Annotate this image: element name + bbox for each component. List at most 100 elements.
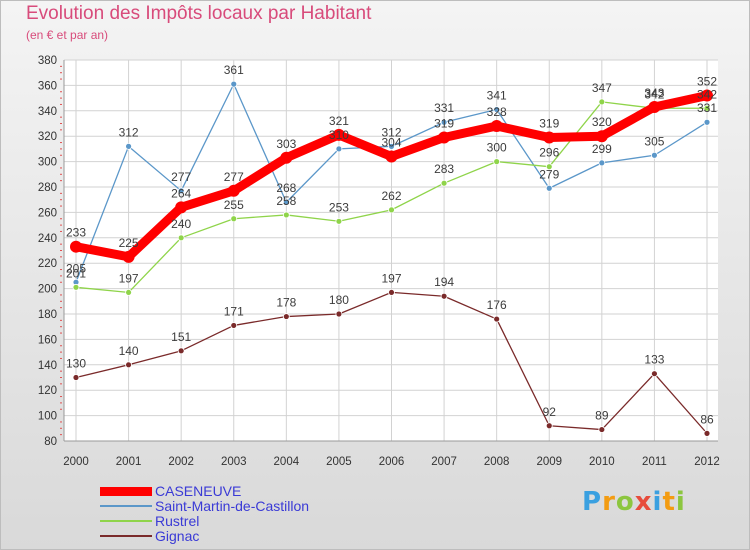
data-point [125,142,132,150]
data-point [388,289,395,296]
data-point [703,118,711,126]
data-point [332,128,345,141]
data-point [438,131,451,144]
data-point [385,150,398,163]
data-point [230,215,238,223]
data-point [440,179,448,187]
data-point [122,250,135,263]
data-point [230,80,238,88]
data-point [388,206,395,214]
data-label: 331 [697,101,717,115]
data-point [543,131,556,144]
x-tick-label: 2007 [431,456,457,468]
data-label: 347 [592,81,612,95]
data-point [598,159,606,167]
data-label: 225 [119,236,139,250]
data-label: 178 [276,296,296,310]
x-tick-label: 2000 [63,456,89,468]
legend-label: Gignac [155,528,200,544]
data-point [703,104,711,112]
data-label: 342 [644,87,664,101]
y-tick-label: 240 [38,233,57,245]
data-point [72,374,80,381]
data-point [440,292,448,300]
data-label: 310 [329,128,349,142]
y-tick-label: 380 [38,55,57,67]
y-tick-label: 340 [38,106,57,118]
legend-label: Rustrel [155,513,200,529]
data-label: 352 [697,75,717,89]
logo-letter: i [652,487,663,517]
data-label: 264 [171,186,191,200]
data-label: 253 [329,200,349,214]
data-point [282,313,290,320]
data-point [230,322,238,329]
data-point [703,429,711,437]
data-label: 321 [329,114,349,128]
logo-letter: i [675,487,686,517]
y-tick-label: 260 [38,207,57,219]
x-tick-label: 2005 [326,456,352,468]
x-tick-label: 2001 [116,456,142,468]
y-tick-label: 360 [38,80,57,92]
data-label: 279 [539,167,559,181]
data-label: 255 [224,198,244,212]
data-point [72,283,80,291]
logo-letter: r [602,487,616,517]
data-point [648,100,661,113]
data-label: 205 [66,261,86,275]
data-label: 328 [487,105,507,119]
x-tick-label: 2010 [589,456,615,468]
data-label: 130 [66,357,86,371]
y-tick-label: 160 [38,334,57,346]
data-point [545,422,553,430]
data-label: 312 [381,125,401,139]
data-label: 343 [644,86,664,100]
data-label: 240 [171,217,191,231]
chart-subtitle: (en € et par an) [26,28,109,42]
logo-letter: t [662,487,676,517]
data-label: 320 [592,115,612,129]
data-label: 262 [381,189,401,203]
data-label: 258 [276,194,296,208]
x-tick-label: 2003 [221,456,247,468]
data-point [280,151,293,164]
data-label: 305 [644,134,664,148]
data-label: 268 [276,181,296,195]
y-tick-label: 180 [38,309,57,321]
data-point [651,370,658,378]
data-label: 304 [381,136,401,150]
legend-label: Saint-Martin-de-Castillon [155,498,310,514]
data-point [701,89,713,102]
data-label: 312 [119,125,139,139]
data-label: 341 [487,89,507,103]
data-point [388,142,395,150]
data-label: 296 [539,146,559,160]
data-label: 283 [434,162,454,176]
proxiti-logo: Proxiti [582,487,686,517]
data-label: 89 [595,409,609,423]
y-tick-label: 300 [38,157,57,169]
data-label: 180 [329,293,349,307]
data-label: 277 [224,170,244,184]
data-point [175,201,188,214]
data-label: 299 [592,142,612,156]
data-label: 300 [487,141,507,155]
logo-letter: P [582,487,603,517]
data-label: 303 [276,137,296,151]
legend-swatch [100,486,152,496]
data-point [335,145,343,153]
data-label: 133 [644,353,664,367]
data-point [493,158,501,166]
x-tick-label: 2011 [642,456,667,468]
x-tick-label: 2008 [484,456,510,468]
data-point [651,151,658,159]
y-tick-label: 120 [38,385,57,397]
y-tick-label: 320 [38,131,57,143]
data-point [493,106,501,113]
data-label: 342 [697,87,717,101]
y-tick-label: 200 [38,284,57,296]
data-label: 319 [434,116,454,130]
data-label: 140 [119,344,139,358]
